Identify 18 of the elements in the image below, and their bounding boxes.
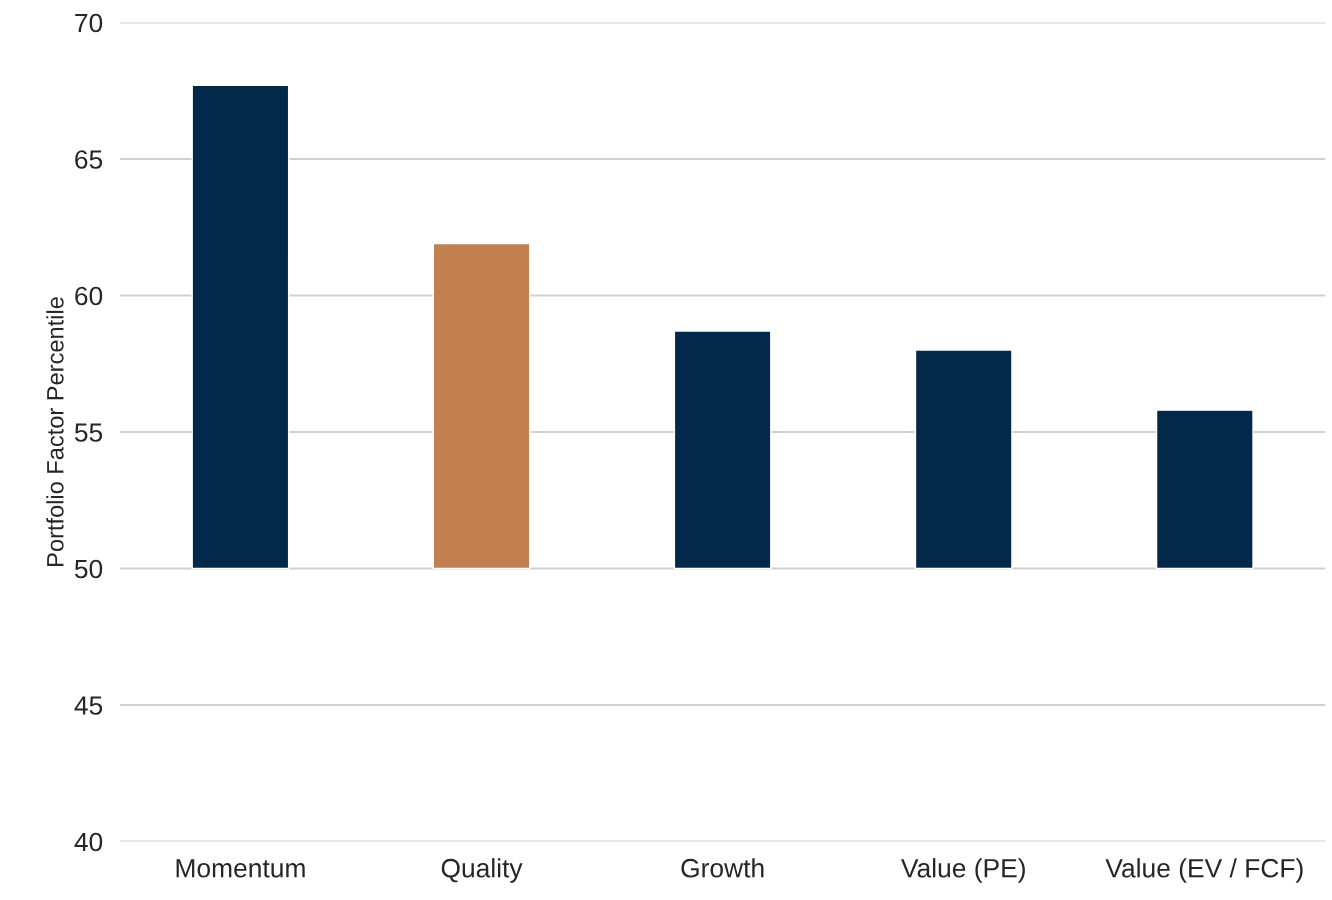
y-tick-label: 55: [74, 423, 103, 442]
bar: [432, 242, 531, 570]
y-axis-title: Portfolio Factor Percentile: [46, 297, 64, 566]
y-tick-label: 70: [75, 13, 103, 33]
y-tick-label: 50: [74, 559, 103, 579]
bar: [191, 84, 290, 570]
y-tick-label: 60: [75, 286, 103, 306]
y-tick-label: 45: [74, 696, 103, 715]
y-tick-label: 65: [75, 150, 103, 169]
y-tick-label: 40: [74, 832, 103, 852]
bar: [914, 349, 1013, 570]
bar: [673, 330, 772, 570]
x-tick-label: Value (PE): [900, 858, 1025, 883]
bar: [1155, 409, 1254, 570]
x-tick-label: Growth: [681, 858, 764, 878]
x-tick-label: Momentum: [176, 859, 305, 878]
x-tick-label: Quality: [441, 858, 523, 883]
x-tick-label: Value (EV / FCF): [1105, 858, 1303, 883]
